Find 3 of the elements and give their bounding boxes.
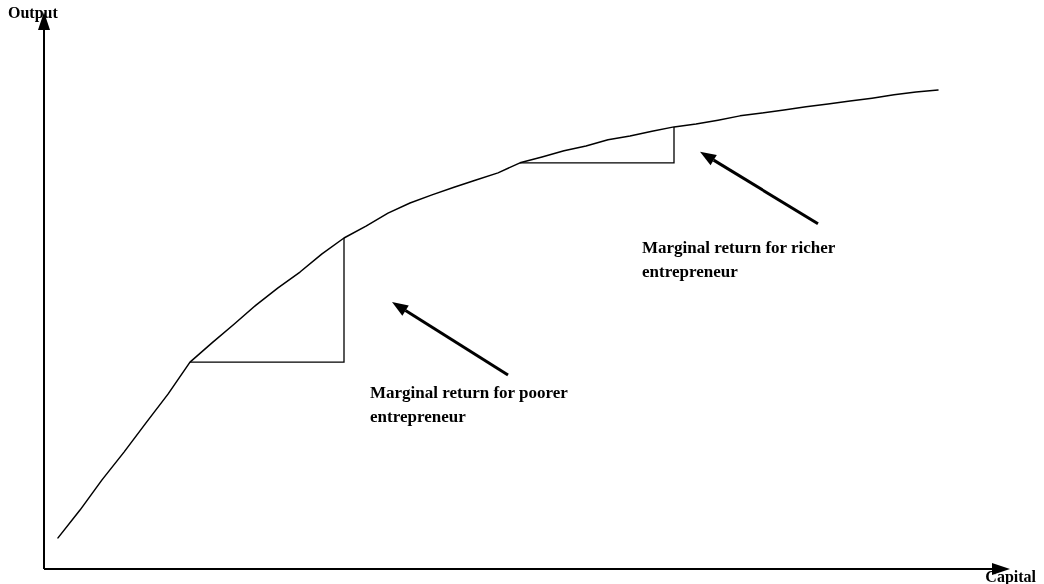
annotation: Marginal return for richer entrepreneur <box>642 237 836 281</box>
y-axis-title: Output <box>8 4 59 22</box>
annotation: Marginal return for poorer entrepreneur <box>370 383 569 427</box>
